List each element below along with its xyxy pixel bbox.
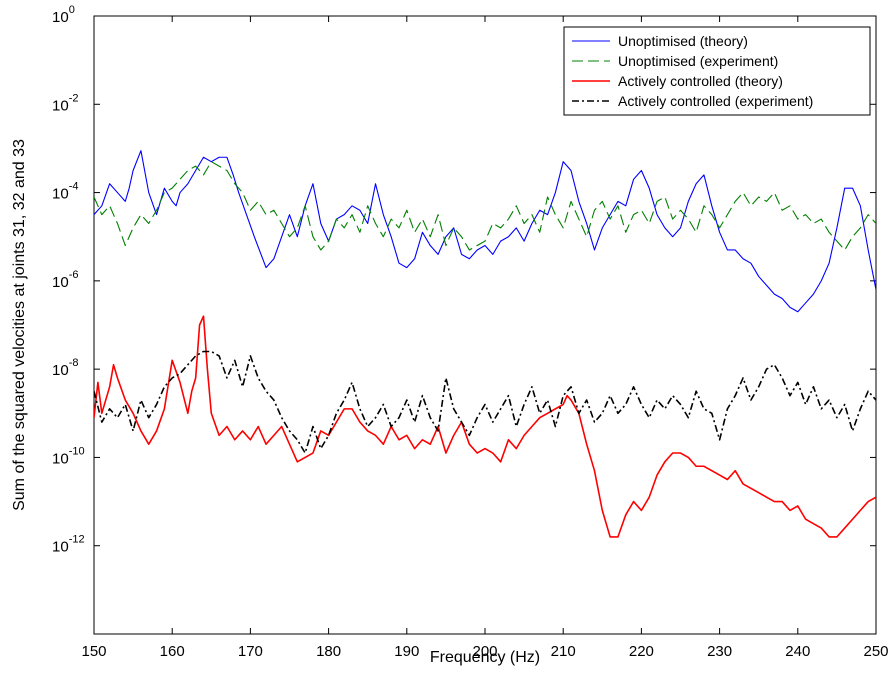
series-line-2: [94, 315, 876, 538]
y-tick-label: 10-4: [52, 181, 78, 203]
y-tick-label: 100: [52, 4, 75, 26]
legend-entry-1: Unoptimised (experiment): [618, 53, 778, 69]
y-tick-exponent: -6: [69, 269, 79, 281]
x-tick-label: 180: [316, 643, 341, 660]
y-axis-label: Sum of the squared velocities at joints …: [11, 139, 28, 511]
y-tick-label: 10-12: [52, 534, 85, 556]
y-tick-base: 10: [52, 450, 69, 467]
x-tick-label: 230: [707, 643, 732, 660]
x-tick-label: 160: [160, 643, 185, 660]
y-tick-base: 10: [52, 539, 69, 556]
y-tick-base: 10: [52, 9, 69, 26]
series-line-3: [94, 350, 876, 454]
y-tick-label: 10-2: [52, 92, 78, 114]
x-axis-label: Frequency (Hz): [430, 649, 540, 666]
x-tick-label: 210: [551, 643, 576, 660]
x-tick-label: 250: [863, 643, 888, 660]
series-line-1: [94, 161, 876, 251]
x-axis-ticks: 150 160 170 180 190 200 210 220 230 240 250: [81, 16, 889, 660]
y-tick-label: 10-8: [52, 357, 78, 379]
y-tick-label: 10-6: [52, 269, 78, 291]
x-tick-label: 240: [785, 643, 810, 660]
legend-box: [563, 26, 871, 116]
series-line-0: [94, 150, 876, 313]
x-tick-label: 170: [238, 643, 263, 660]
x-tick-label: 200: [472, 643, 497, 660]
y-tick-exponent: -2: [69, 92, 79, 104]
y-tick-base: 10: [52, 362, 69, 379]
x-tick-label: 190: [394, 643, 419, 660]
y-tick-label: 10-10: [52, 445, 85, 467]
x-tick-label: 150: [81, 643, 106, 660]
series-layer: [94, 150, 876, 538]
y-tick-exponent: -4: [69, 181, 79, 193]
x-tick-label: 220: [629, 643, 654, 660]
y-tick-exponent: -8: [69, 357, 79, 369]
legend-entry-3: Actively controlled (experiment): [618, 93, 813, 109]
y-tick-exponent: -12: [69, 534, 85, 546]
y-tick-exponent: -10: [69, 445, 85, 457]
legend: Unoptimised (theory) Unoptimised (experim…: [563, 26, 871, 116]
legend-entry-2: Actively controlled (theory): [618, 73, 783, 89]
y-tick-exponent: 0: [69, 4, 75, 16]
y-tick-base: 10: [52, 274, 69, 291]
y-tick-base: 10: [52, 97, 69, 114]
legend-entry-0: Unoptimised (theory): [618, 33, 748, 49]
y-tick-base: 10: [52, 186, 69, 203]
